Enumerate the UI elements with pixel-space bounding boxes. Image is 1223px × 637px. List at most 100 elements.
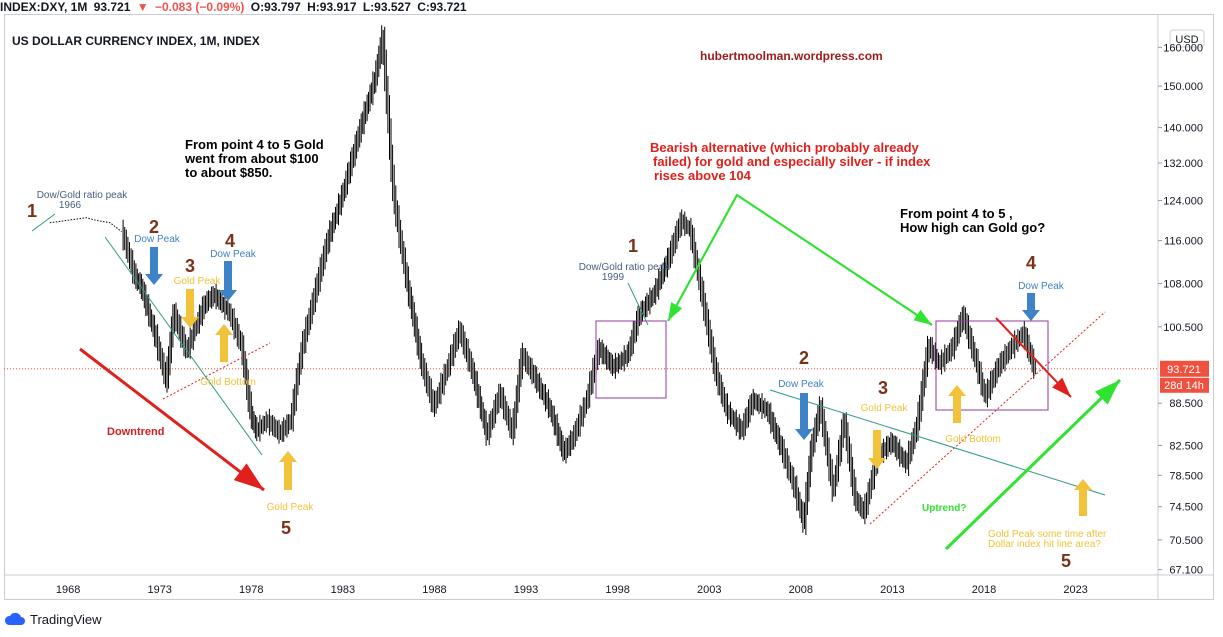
gold-bottom-arrow-1976 [215,324,233,362]
wave-label-2000s: 5 [1061,551,1071,571]
y-tick-label: 67.100 [1169,565,1203,577]
x-tick-label: 1993 [514,584,538,596]
x-tick-label: 1978 [239,584,263,596]
x-tick-label: 1983 [331,584,355,596]
y-tick-label: 160.000 [1163,42,1203,54]
bearish-alt-arrow-left-head [668,302,683,321]
wave-label-1970s: 4 [225,231,235,251]
gold-bottom-arrow-2015 [948,385,966,423]
price-bars[interactable] [122,25,1036,535]
y-tick-label: 100.500 [1163,322,1203,334]
bearish-alt-arrow-right-head [913,309,932,325]
gold-bottom-label: Gold Bottom [945,434,1001,445]
wave-label-2000s: 3 [878,378,888,398]
y-tick-label: 74.500 [1169,502,1203,514]
x-tick-label: 1973 [147,584,171,596]
note-point4to5: to about $850. [185,165,272,180]
bearish-arrow-head [1052,377,1071,397]
dow-peak-label: Dow Peak [210,249,257,260]
x-tick-label: 2003 [697,584,721,596]
y-tick-label: 70.500 [1169,535,1203,547]
dow-peak-arrow-1977 [219,261,237,301]
brand-name[interactable]: TradingView [30,611,102,627]
y-tick-label: 140.000 [1163,123,1203,135]
gold-peak-label: Gold Peak [174,276,222,287]
wave-label-1970s: 3 [185,256,195,276]
x-tick-label: 2023 [1063,584,1087,596]
x-tick-label: 2018 [972,584,996,596]
gold-peak-label: Gold Peak [861,403,909,414]
wave-label-1970s: 1 [27,201,37,221]
note-bearish-alternative: rises above 104 [654,168,752,183]
footer: TradingView [4,607,102,631]
y-tick-label: 78.500 [1169,470,1203,482]
y-tick-label: 108.000 [1163,279,1203,291]
uptrend-label: Uptrend? [922,503,966,514]
x-tick-label: 2013 [880,584,904,596]
wave-label-2000s: 1 [628,236,638,256]
wave-label-1970s: 5 [281,518,291,538]
ratio-peak-year-1999: 1999 [602,272,625,283]
symbol-label[interactable]: INDEX:DXY, 1M [0,0,88,14]
dow-peak-arrow-1973 [145,247,163,285]
uptrend-arrow-head [1095,380,1120,405]
dow-peak-arrow-2008 [795,393,813,440]
price-dotted-line [49,217,122,232]
watermark-url: hubertmoolman.wordpress.com [700,49,883,63]
downtrend-arrow [79,347,265,492]
chart-frame[interactable] [4,14,1214,600]
currency-badge-box[interactable] [1169,29,1205,48]
ratio-peak-year-1966: 1966 [59,200,82,211]
bearish-alt-arrow-right [736,194,933,326]
gold-peak-arrow-1980 [279,451,297,490]
y-tick-label: 88.500 [1169,398,1203,410]
gold-peak-arrow-future [1074,479,1092,516]
chart-title: US DOLLAR CURRENCY INDEX, 1M, INDEX [12,34,260,48]
wave-label-1970s: 2 [149,217,159,237]
change-value: −0.083 (−0.09%) [154,0,245,14]
y-tick-label: 116.000 [1164,236,1203,248]
last-price-tag-label: 93.721 [1167,364,1201,376]
future-gold-peak-note: Dollar index hit line area? [988,539,1101,550]
dow-trend-line-1970s [104,236,263,456]
uptrend-arrow [944,378,1122,551]
y-tick-label: 124.000 [1163,196,1203,208]
support-line-1970s [162,342,271,400]
note-point4to5: From point 4 to 5 Gold [185,137,324,152]
ratio-peak-box-1999 [595,320,667,399]
ratio-pointer-1999 [627,282,649,326]
ratio-pointer-1966 [31,213,56,232]
currency-badge[interactable] [1169,29,1205,48]
symbol-header: INDEX:DXY, 1M 93.721 ▼ −0.083 (−0.09%) O… [0,0,1223,16]
low-value: L:93.527 [362,0,411,14]
gold-peak-arrow-1974 [181,289,199,328]
note-how-high: How high can Gold go? [900,220,1045,235]
ratio-peak-label-1999: Dow/Gold ratio peak [579,262,671,273]
y-tick-label: 150.000 [1163,81,1203,93]
high-value: H:93.917 [307,0,357,14]
note-point4to5: went from about $100 [184,151,319,166]
support-line-2010s [869,311,1106,525]
dow-trend-line-2000s [769,389,1106,496]
future-gold-peak-note: Gold Peak some time after [988,529,1107,540]
countdown-tag [1160,377,1209,393]
x-tick-label: 1988 [422,584,446,596]
bearish-alt-arrow-left [667,194,738,322]
ratio-peak-label-1966: Dow/Gold ratio peak [37,190,129,201]
bearish-alternative-path [667,193,933,326]
downtrend-label: Downtrend [107,426,164,438]
countdown-label: 28d 14h [1164,380,1204,392]
y-tick-label: 132.000 [1163,158,1203,170]
downtrend-arrow-head [233,463,264,490]
gold-peak-arrow-2011 [868,430,886,469]
down-triangle-icon: ▼ [136,0,149,14]
dow-peak-label: Dow Peak [1018,281,1065,292]
currency-badge-label: USD [1175,34,1198,46]
last-price: 93.721 [93,0,131,14]
x-tick-label: 2008 [789,584,813,596]
tradingview-cloud-icon [4,612,25,625]
gold-peak-label: Gold Peak [267,502,315,513]
consolidation-box-2015 [935,320,1049,411]
open-value: O:93.797 [250,0,301,14]
